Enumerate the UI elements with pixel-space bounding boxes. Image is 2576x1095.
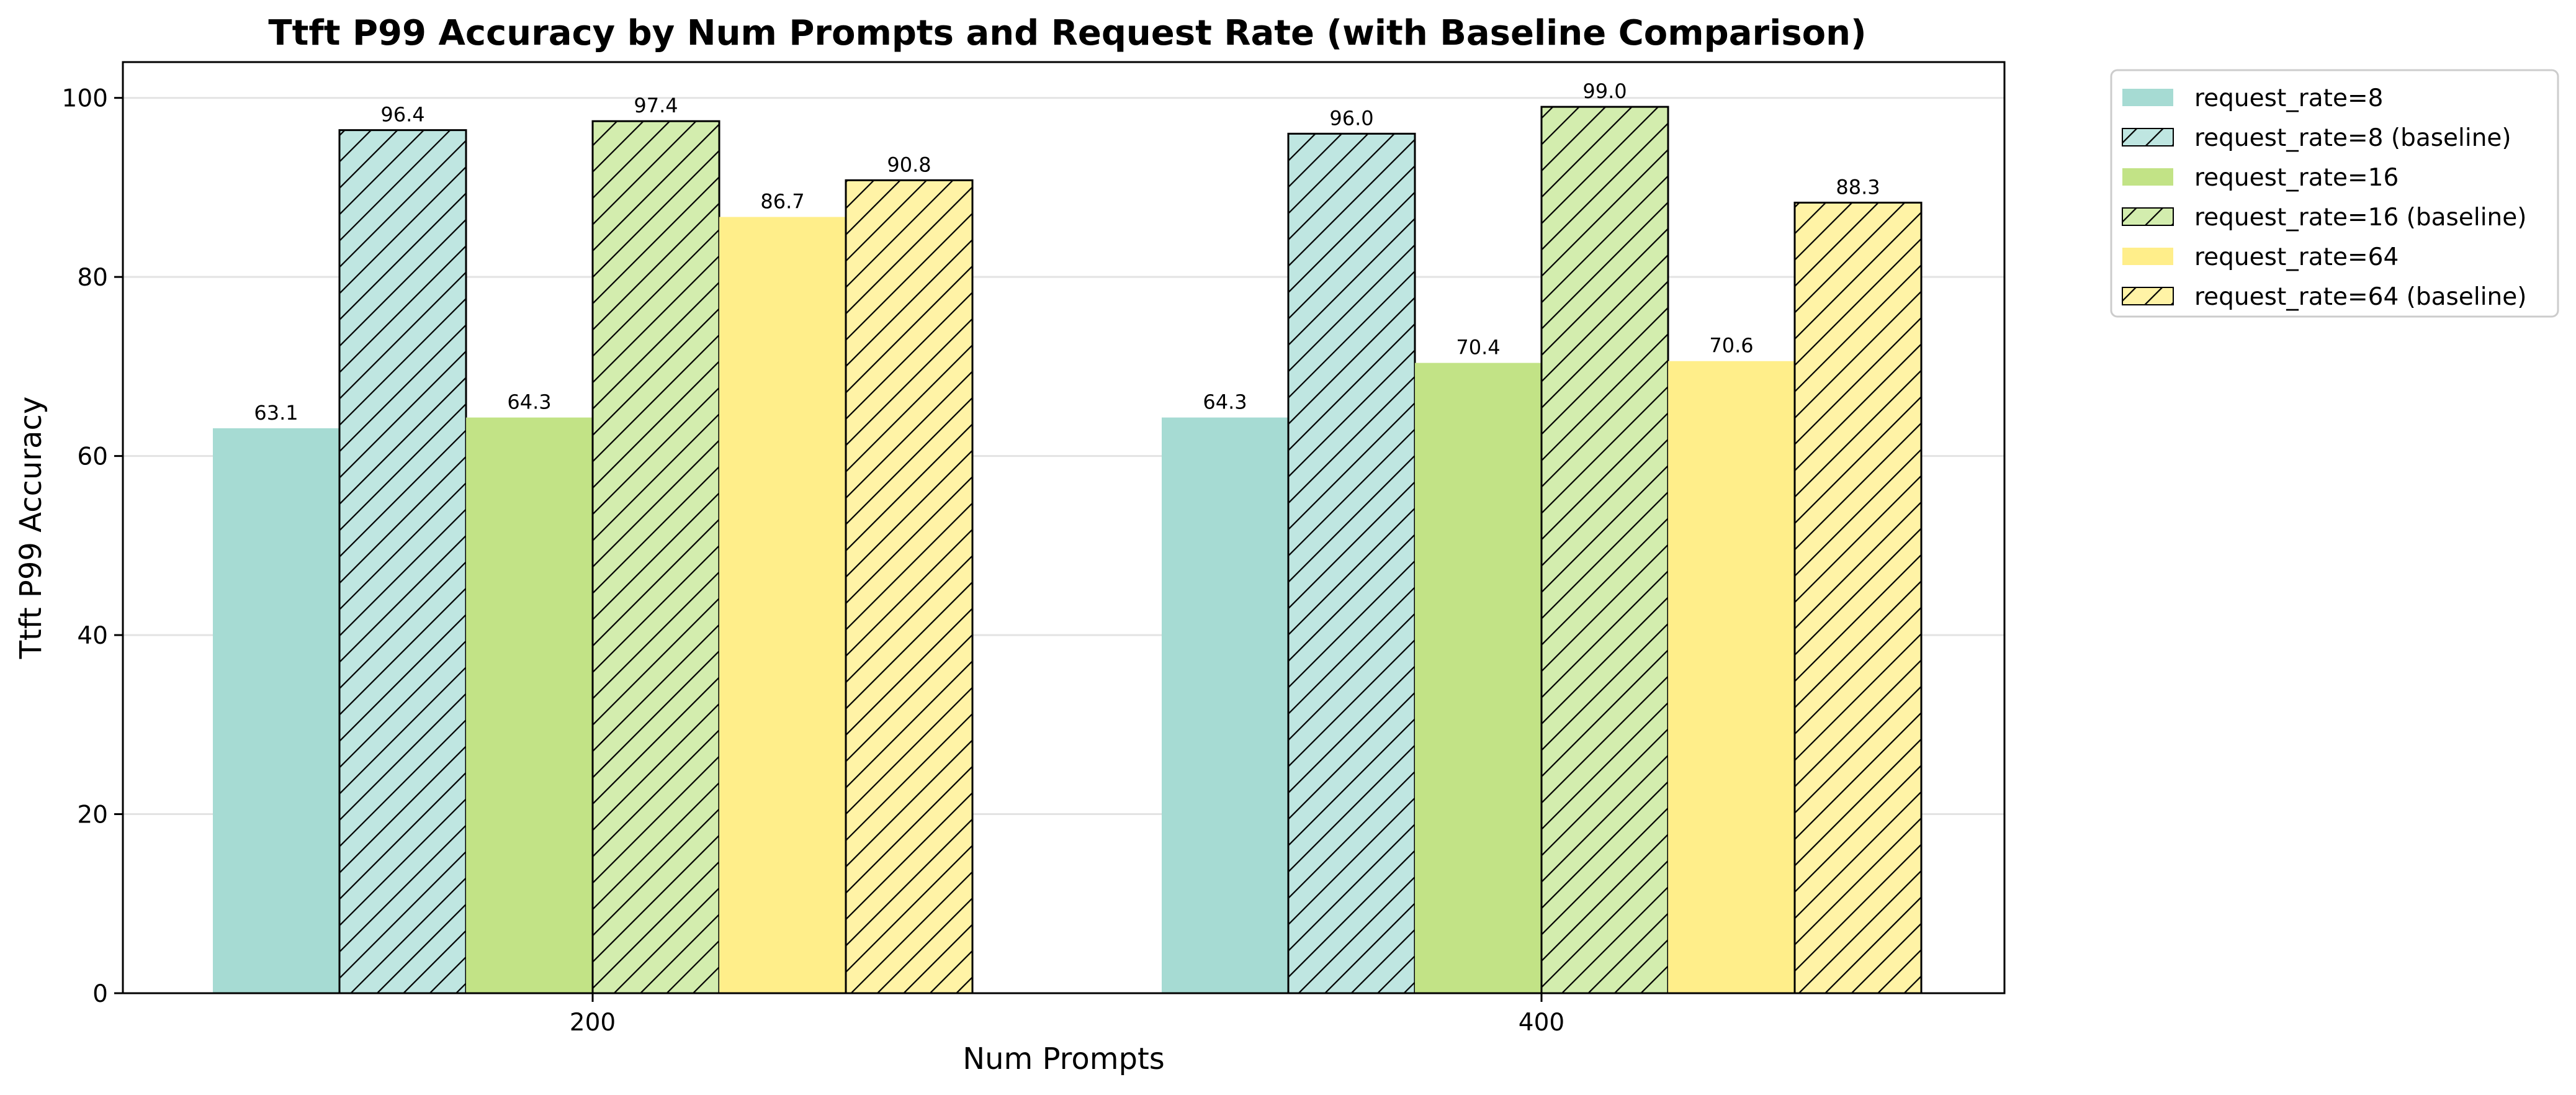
bar-value-label: 88.3 [1836,175,1880,199]
legend-swatch [2122,168,2173,186]
legend-swatch-hatch [2122,287,2174,305]
bars [213,106,1923,994]
bar-hatch [1287,132,1416,994]
bar-value-label: 90.8 [887,153,931,176]
y-tick-label: 60 [77,443,108,471]
legend-label: request_rate=16 (baseline) [2194,204,2526,232]
legend: request_rate=8 request_rate=8 (baseline) r… [2110,69,2559,318]
legend-swatch [2122,89,2173,106]
bar-value-label: 96.0 [1329,106,1373,130]
legend-label: request_rate=16 [2194,164,2399,192]
legend-swatch-hatch [2122,128,2174,146]
chart-title: Ttft P99 Accuracy by Num Prompts and Req… [268,13,1866,53]
bar-value-label: 97.4 [634,94,678,117]
plot-frame [122,61,2006,994]
bar-value-label: 70.4 [1456,336,1500,359]
bar-hatch [845,179,974,994]
x-tick-label: 400 [1519,1009,1564,1037]
bar-hatch [591,120,720,994]
legend-label: request_rate=64 (baseline) [2194,283,2526,311]
legend-frame [2110,69,2559,318]
bar-value-label: 96.4 [380,103,424,127]
x-tick-label: 200 [570,1009,616,1037]
y-tick-label: 100 [62,85,108,113]
y-tick-label: 20 [77,801,108,829]
bar [213,428,339,993]
y-tick-label: 40 [77,622,108,650]
y-axis: 0 20 40 60 80 100 [62,85,123,1008]
bar-value-label: 64.3 [1203,390,1247,414]
legend-label: request_rate=8 [2194,84,2383,112]
legend-label: request_rate=64 [2194,243,2399,271]
bar-hatch [1540,106,1669,994]
bar-labels: 63.1 96.4 64.3 97.4 86.7 90.8 64.3 96.0 70.4 99.0… [254,79,1880,425]
x-axis-label: Num Prompts [963,1042,1165,1076]
y-tick-label: 80 [77,264,108,292]
y-tick-label: 0 [92,980,108,1008]
bar [466,417,593,993]
y-axis-label: Ttft P99 Accuracy [14,397,48,660]
bar [1415,363,1542,993]
bar-value-label: 70.6 [1709,334,1753,358]
bar-value-label: 99.0 [1582,79,1627,103]
bar-hatch [338,129,467,994]
bar-value-label: 63.1 [254,401,298,425]
bar [1162,417,1288,993]
x-axis: 200 400 [570,993,1564,1037]
legend-swatch [2122,248,2173,265]
bar [719,217,846,993]
bar-hatch [1793,201,1923,994]
bar-value-label: 64.3 [507,390,551,414]
bar-value-label: 86.7 [760,190,804,214]
legend-label: request_rate=8 (baseline) [2194,124,2511,152]
legend-swatch-hatch [2122,207,2174,226]
bar [1668,361,1795,993]
